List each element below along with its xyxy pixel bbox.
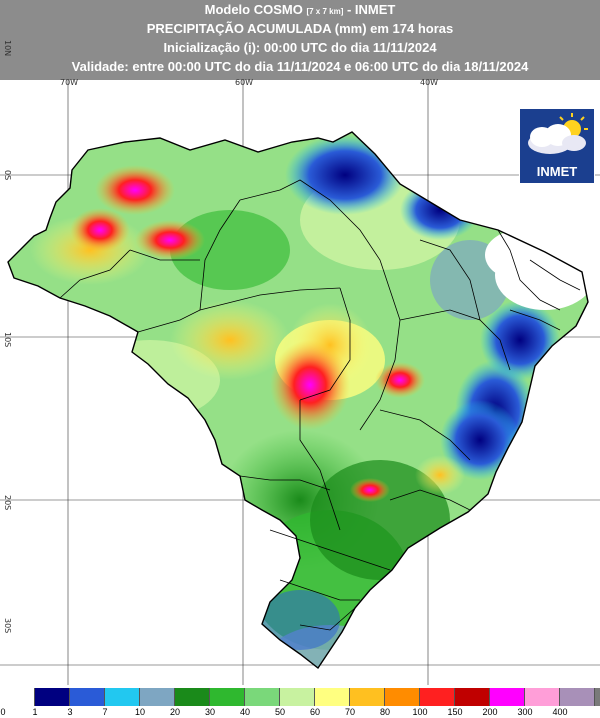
legend-label: 0 xyxy=(0,707,6,717)
title-prefix: Modelo COSMO xyxy=(204,2,303,17)
legend-swatch xyxy=(0,688,35,706)
brazil-border xyxy=(7,131,589,670)
title: Modelo COSMO [7 x 7 km] - INMET xyxy=(0,2,600,20)
legend-label: 70 xyxy=(344,707,355,717)
legend-label: 3 xyxy=(67,707,73,717)
legend-label: 7 xyxy=(102,707,108,717)
lon-label-60w: 60W xyxy=(235,78,254,87)
header: Modelo COSMO [7 x 7 km] - INMET PRECIPIT… xyxy=(0,0,600,80)
legend-swatch xyxy=(105,688,140,706)
lat-label-30s: 30S xyxy=(3,618,12,634)
legend-swatch xyxy=(350,688,385,706)
legend-swatch xyxy=(490,688,525,706)
legend-label: 200 xyxy=(482,707,498,717)
legend-label: 30 xyxy=(204,707,215,717)
legend-label: 60 xyxy=(309,707,320,717)
legend-swatch xyxy=(175,688,210,706)
legend-swatch xyxy=(560,688,595,706)
lat-label-10n: 10N xyxy=(3,40,12,57)
legend-swatch xyxy=(140,688,175,706)
legend-label: 20 xyxy=(169,707,180,717)
lat-label-0s: 0S xyxy=(3,170,12,181)
legend-swatch xyxy=(455,688,490,706)
map-frame: 70W 60W 40W 10N 0S 10S 20S 30S 10S xyxy=(0,40,600,685)
legend-swatch xyxy=(315,688,350,706)
legend-swatch xyxy=(595,688,600,706)
legend-label: 1 xyxy=(32,707,38,717)
legend-label: 10 xyxy=(134,707,145,717)
legend-swatch xyxy=(385,688,420,706)
lat-label-10s: 10S xyxy=(3,332,12,348)
init-time: Inicialização (i): 00:00 UTC do dia 11/1… xyxy=(163,40,437,55)
inmet-logo: INMET xyxy=(519,108,595,184)
precipitation-map xyxy=(0,80,600,685)
legend-swatch xyxy=(70,688,105,706)
legend-label: 100 xyxy=(412,707,428,717)
state-borders xyxy=(59,179,581,631)
subtitle: PRECIPITAÇÃO ACUMULADA (mm) em 174 horas xyxy=(146,21,454,36)
legend-label: 400 xyxy=(552,707,568,717)
legend-swatch xyxy=(245,688,280,706)
title-suffix: - INMET xyxy=(346,2,396,17)
legend-swatch xyxy=(420,688,455,706)
legend-swatch xyxy=(280,688,315,706)
lon-label-70w: 70W xyxy=(60,78,79,87)
legend-label: 50 xyxy=(274,707,285,717)
legend-swatch xyxy=(35,688,70,706)
inmet-logo-text: INMET xyxy=(536,164,578,179)
legend-label: 150 xyxy=(447,707,463,717)
legend-label: 40 xyxy=(239,707,250,717)
precipitation-legend: 0 1 3 7 10 20 30 40 50 60 70 80 100 150 200 300 400 xyxy=(0,686,600,718)
lon-label-40w: 40W xyxy=(420,78,439,87)
legend-label: 80 xyxy=(379,707,390,717)
lat-label-20s: 20S xyxy=(3,495,12,511)
legend-swatch xyxy=(210,688,245,706)
validity-time: Validade: entre 00:00 UTC do dia 11/11/2… xyxy=(71,59,529,74)
legend-label: 300 xyxy=(517,707,533,717)
title-resolution: [7 x 7 km] xyxy=(306,7,344,16)
legend-swatch xyxy=(525,688,560,706)
sun-cloud-icon xyxy=(528,113,588,154)
